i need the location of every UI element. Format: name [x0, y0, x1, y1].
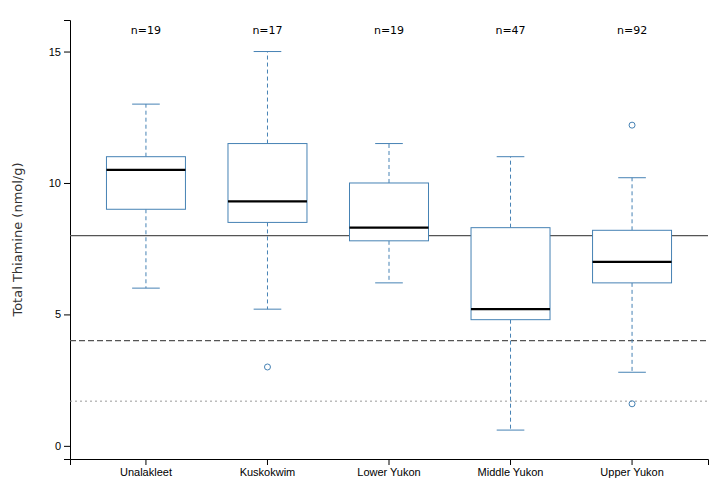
sample-size-label: n=17 [252, 24, 282, 37]
sample-size-label: n=47 [495, 24, 525, 37]
x-tick-mark [145, 459, 146, 465]
flier [629, 122, 635, 128]
y-axis: 0 5 10 15 [49, 21, 71, 460]
median [471, 308, 550, 310]
x-tick-mark [510, 459, 511, 465]
y-axis-title: Total Thiamine (nmol/g) [10, 162, 25, 317]
box [350, 183, 429, 241]
x-tick: Upper Yukon [600, 459, 663, 478]
x-tick: Unalakleet [120, 459, 172, 478]
x-tick-mark [632, 459, 633, 465]
box-group [350, 144, 429, 283]
reference-line [70, 340, 708, 341]
sample-size-label: n=19 [374, 24, 404, 37]
flier [264, 364, 270, 370]
plot-area [70, 52, 708, 431]
whisker [145, 209, 146, 288]
y-tick: 0 [55, 440, 70, 452]
x-tick-label: Lower Yukon [357, 466, 420, 478]
whisker-cap [497, 156, 525, 157]
x-tick: Middle Yukon [478, 459, 544, 478]
box [593, 230, 672, 283]
whisker-cap [618, 372, 646, 373]
box-group [593, 122, 672, 407]
x-tick-label: Middle Yukon [478, 466, 544, 478]
y-tick: 10 [49, 177, 70, 189]
x-tick-label: Kuskokwim [240, 466, 296, 478]
whisker-cap [497, 430, 525, 431]
chart-container: 0 5 10 15 Unalakleet Kuskokwim Lower Yukon Midd… [0, 0, 728, 504]
y-tick-label: 5 [55, 308, 61, 320]
x-tick: Lower Yukon [357, 459, 420, 478]
annotations: n=19 n=17 n=19 n=47 n=92 [131, 24, 647, 37]
x-tick: Kuskokwim [240, 459, 296, 478]
reference-line [70, 401, 708, 402]
y-tick: 5 [55, 308, 70, 320]
whisker [389, 144, 390, 183]
y-axis-line [64, 21, 71, 460]
box-group [228, 52, 307, 370]
y-tick-mark [64, 52, 70, 53]
y-tick-mark [64, 314, 70, 315]
box-group [471, 157, 550, 430]
median [228, 200, 307, 202]
box [228, 144, 307, 223]
whisker-cap [254, 51, 282, 52]
sample-size-label: n=92 [617, 24, 647, 37]
box [471, 228, 550, 320]
whisker [267, 222, 268, 309]
whisker [145, 104, 146, 157]
flier [629, 401, 635, 407]
y-tick-label: 15 [49, 46, 61, 58]
y-tick-label: 10 [49, 177, 61, 189]
x-tick-label: Unalakleet [120, 466, 172, 478]
y-tick: 15 [49, 46, 70, 58]
whisker [510, 157, 511, 228]
whisker [632, 178, 633, 231]
x-axis: Unalakleet Kuskokwim Lower Yukon Middle Yuk… [71, 459, 709, 478]
box-group [106, 104, 185, 288]
y-tick-mark [64, 183, 70, 184]
chart: 0 5 10 15 Unalakleet Kuskokwim Lower Yukon Midd… [0, 0, 728, 504]
x-tick-label: Upper Yukon [600, 466, 663, 478]
whisker [267, 52, 268, 144]
x-axis-line [71, 460, 709, 466]
median [350, 227, 429, 229]
whisker-cap [618, 177, 646, 178]
median [106, 169, 185, 171]
whisker-cap [375, 143, 403, 144]
whisker [510, 320, 511, 430]
whisker [632, 283, 633, 372]
median [593, 261, 672, 263]
y-tick-label: 0 [55, 440, 61, 452]
x-tick-mark [267, 459, 268, 465]
whisker-cap [132, 288, 160, 289]
sample-size-label: n=19 [131, 24, 161, 37]
whisker-cap [254, 309, 282, 310]
whisker [389, 241, 390, 283]
y-tick-mark [64, 446, 70, 447]
whisker-cap [375, 282, 403, 283]
box [106, 157, 185, 210]
x-tick-mark [389, 459, 390, 465]
whisker-cap [132, 104, 160, 105]
